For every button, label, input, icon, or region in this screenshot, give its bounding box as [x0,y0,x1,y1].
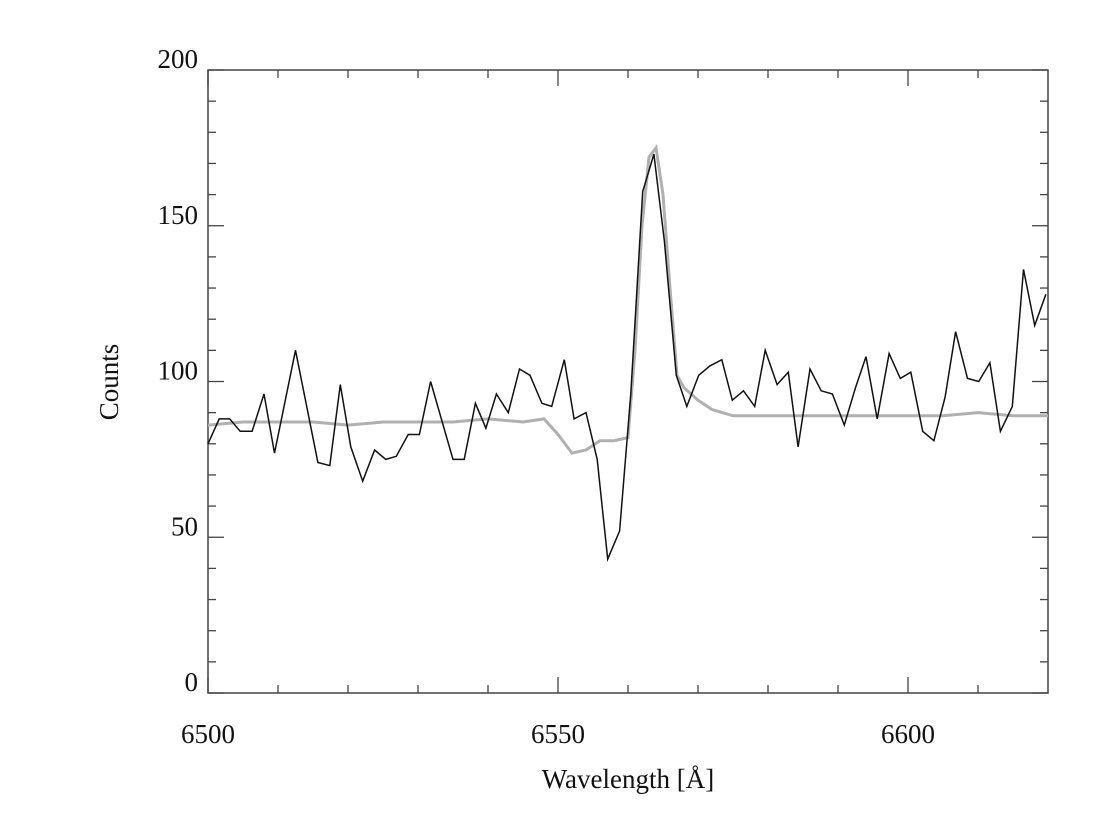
y-tick-label: 200 [158,44,199,74]
data-line [207,144,1048,455]
x-tick-label: 6550 [531,719,585,749]
y-tick-label: 50 [171,511,198,541]
plot-frame [207,69,1049,694]
y-tick-label: 0 [185,667,199,697]
x-tick-label: 6500 [181,719,235,749]
y-tick-label: 150 [158,200,199,230]
x-tick-label: 6600 [881,719,935,749]
y-axis-label: Counts [94,344,124,421]
x-axis-label: Wavelength [Å] [542,764,715,794]
y-tick-label: 100 [158,356,199,386]
data-line [207,153,1047,563]
